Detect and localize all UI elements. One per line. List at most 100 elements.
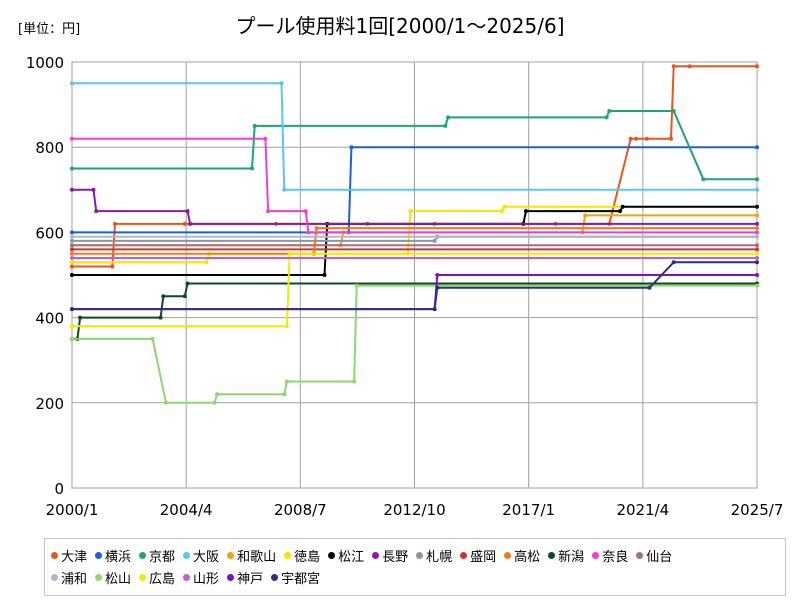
series-20 — [70, 260, 759, 312]
x-axis-ticks: 2000/1 2004/4 2008/7 2012/10 2017/1 2021/4 202… — [46, 501, 784, 519]
legend-marker — [548, 551, 556, 559]
data-point — [279, 81, 284, 86]
data-point — [287, 251, 292, 256]
legend-item: 宇都宮 — [271, 568, 320, 587]
data-point — [755, 230, 759, 235]
data-point — [435, 285, 440, 290]
data-point — [687, 64, 692, 69]
x-tick-label: 2017/1 — [502, 501, 555, 519]
legend-item: 和歌山 — [227, 546, 276, 565]
data-point — [70, 260, 74, 265]
data-point — [204, 260, 209, 265]
data-point — [647, 285, 652, 290]
legend-label: 盛岡 — [470, 549, 497, 565]
legend-item: 大阪 — [183, 546, 219, 565]
legend-marker — [183, 573, 191, 581]
series-15 — [70, 234, 759, 239]
x-tick-label: 2021/4 — [616, 501, 669, 519]
data-point — [70, 256, 74, 260]
y-tick-label: 1000 — [26, 54, 64, 72]
legend-marker — [636, 551, 644, 559]
data-point — [435, 273, 440, 277]
legend-row: 大津 横浜 京都 大阪 和歌山 徳島 松江 長野 札幌 盛岡 高松 新潟 奈良 仙台 — [51, 545, 680, 565]
data-point — [70, 251, 74, 256]
series-17 — [70, 251, 759, 329]
data-point — [349, 145, 354, 150]
series-line — [72, 137, 757, 234]
series-13 — [70, 136, 759, 235]
data-point — [755, 234, 759, 239]
series-line — [72, 282, 757, 340]
data-point — [70, 336, 74, 341]
data-point — [314, 226, 319, 231]
legend-label: 松江 — [338, 549, 365, 565]
legend-label: 和歌山 — [237, 549, 277, 565]
data-point — [443, 123, 448, 128]
data-point — [701, 177, 706, 182]
legend-label: 横浜 — [105, 549, 132, 565]
data-point — [70, 243, 74, 248]
legend-item: 札幌 — [416, 546, 452, 565]
data-point — [70, 81, 74, 86]
data-point — [164, 400, 168, 405]
data-point — [755, 251, 759, 256]
data-point — [70, 230, 74, 235]
data-point — [628, 136, 633, 141]
data-point — [755, 273, 759, 277]
data-point — [250, 166, 254, 171]
data-point — [150, 336, 155, 341]
series-18 — [70, 256, 759, 260]
legend-item: 盛岡 — [460, 546, 496, 565]
data-point — [604, 115, 609, 120]
data-point — [499, 209, 504, 214]
legend-label: 高松 — [514, 549, 541, 565]
legend-marker — [416, 551, 424, 559]
data-point — [432, 307, 437, 312]
data-point — [644, 136, 649, 141]
data-point — [755, 243, 759, 248]
data-point — [185, 209, 190, 214]
data-point — [284, 379, 289, 384]
data-point — [158, 315, 163, 320]
x-tick-label: 2025/7 — [731, 501, 784, 519]
data-point — [354, 283, 359, 288]
legend-item: 京都 — [139, 546, 175, 565]
data-point — [70, 234, 74, 239]
legend-marker — [227, 551, 235, 559]
x-tick-label: 2000/1 — [46, 501, 99, 519]
data-point — [502, 204, 507, 209]
data-point — [618, 209, 622, 214]
data-point — [408, 209, 413, 214]
series-line — [72, 227, 757, 255]
series-10 — [70, 247, 759, 252]
data-point — [669, 136, 673, 141]
legend: 大津 横浜 京都 大阪 和歌山 徳島 松江 長野 札幌 盛岡 高松 新潟 奈良 仙台 浦和 松山 広島 山形 神戸… — [44, 538, 786, 596]
y-tick-label: 600 — [35, 224, 64, 242]
data-point — [78, 315, 83, 320]
data-point — [755, 145, 759, 150]
legend-marker — [51, 573, 58, 581]
data-point — [755, 260, 759, 265]
data-point — [113, 221, 117, 226]
y-tick-label: 200 — [35, 395, 64, 413]
data-point — [188, 221, 193, 226]
legend-label: 神戸 — [237, 571, 264, 587]
legend-marker — [95, 551, 103, 559]
legend-marker — [227, 573, 235, 581]
data-point — [70, 166, 74, 171]
legend-item: 山形 — [183, 568, 219, 587]
data-point — [755, 213, 759, 218]
legend-item: 大津 — [51, 546, 87, 565]
y-tick-label: 800 — [35, 139, 64, 157]
series-4 — [70, 81, 759, 192]
data-point — [755, 204, 759, 209]
series-line — [72, 284, 757, 404]
legend-marker — [271, 573, 279, 581]
legend-label: 山形 — [193, 571, 220, 587]
series-16 — [70, 283, 759, 405]
series-14 — [70, 243, 759, 248]
data-point — [282, 392, 287, 397]
x-tick-label: 2008/7 — [274, 501, 327, 519]
legend-label: 徳島 — [294, 549, 321, 565]
